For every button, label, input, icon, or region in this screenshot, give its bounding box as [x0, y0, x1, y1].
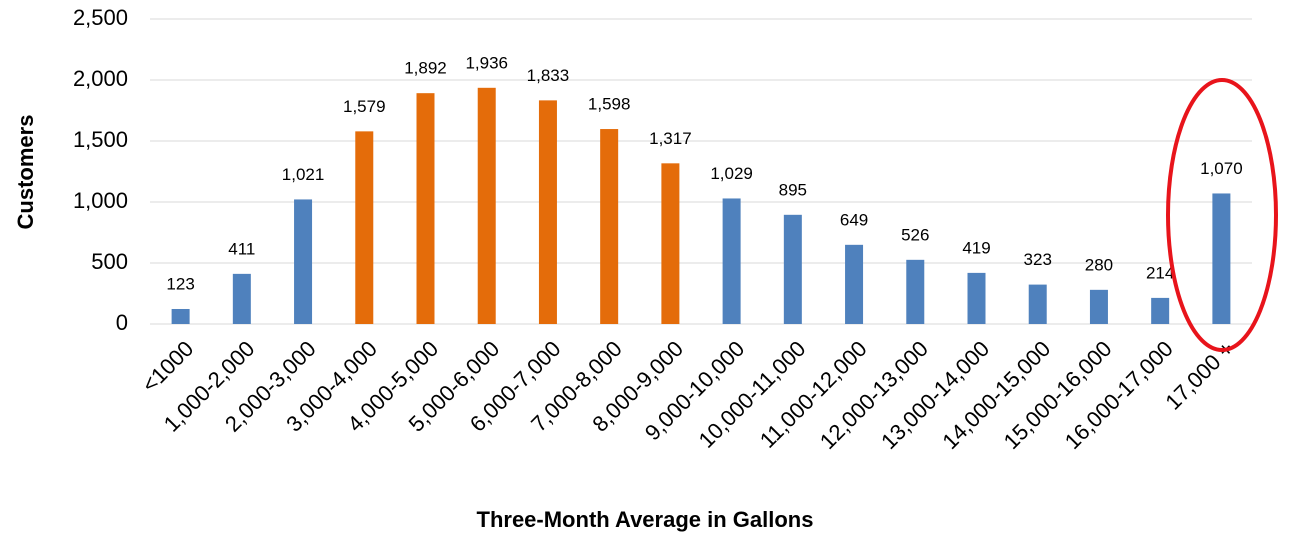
data-label: 1,598	[588, 95, 631, 114]
bar	[171, 308, 190, 324]
bar	[722, 198, 741, 324]
data-label: 1,892	[404, 59, 447, 78]
x-tick-label: 15,000-16,000	[999, 336, 1117, 454]
y-tick-label: 500	[91, 249, 128, 274]
bar	[1028, 284, 1047, 324]
bar	[783, 214, 802, 324]
data-label: 280	[1085, 255, 1113, 274]
y-tick-label: 2,500	[73, 5, 128, 30]
data-label: 1,579	[343, 97, 386, 116]
x-tick-label: 11,000-12,000	[755, 336, 872, 453]
x-tick-label: 14,000-15,000	[937, 336, 1055, 454]
highlight-ellipse	[1166, 78, 1278, 352]
bar	[232, 273, 251, 324]
bar	[1151, 297, 1170, 324]
x-tick-label: 13,000-14,000	[876, 336, 994, 454]
data-label: 526	[901, 225, 929, 244]
x-tick-label: 16,000-17,000	[1060, 336, 1178, 454]
bar	[355, 131, 374, 324]
data-label: 1,833	[527, 66, 570, 85]
data-label: 123	[166, 274, 194, 293]
data-label: 419	[962, 238, 990, 257]
x-tick-label: 10,000-11,000	[694, 336, 811, 453]
y-tick-label: 1,500	[73, 127, 128, 152]
data-label: 323	[1024, 250, 1052, 269]
bar	[1212, 193, 1231, 324]
data-label: 1,021	[282, 165, 325, 184]
data-label: 214	[1146, 263, 1174, 282]
bar	[416, 93, 435, 325]
data-label: 649	[840, 210, 868, 229]
y-tick-label: 2,000	[73, 66, 128, 91]
x-tick-label: 12,000-13,000	[815, 336, 933, 454]
bar	[600, 129, 619, 324]
y-tick-label: 1,000	[73, 188, 128, 213]
bar	[845, 244, 864, 324]
bar	[661, 163, 680, 324]
bar	[906, 259, 925, 324]
data-label: 1,029	[710, 164, 753, 183]
bar	[538, 100, 557, 325]
bar	[967, 272, 986, 324]
y-axis-title: Customers	[13, 115, 38, 230]
bar	[477, 87, 496, 324]
x-axis-title: Three-Month Average in Gallons	[477, 507, 814, 532]
bar	[1089, 289, 1108, 324]
y-tick-label: 0	[116, 310, 128, 335]
data-label: 895	[779, 180, 807, 199]
data-label: 1,317	[649, 129, 692, 148]
bar	[294, 199, 313, 324]
data-label: 1,070	[1200, 159, 1243, 178]
data-label: 1,936	[465, 53, 508, 72]
data-label: 411	[228, 239, 255, 258]
